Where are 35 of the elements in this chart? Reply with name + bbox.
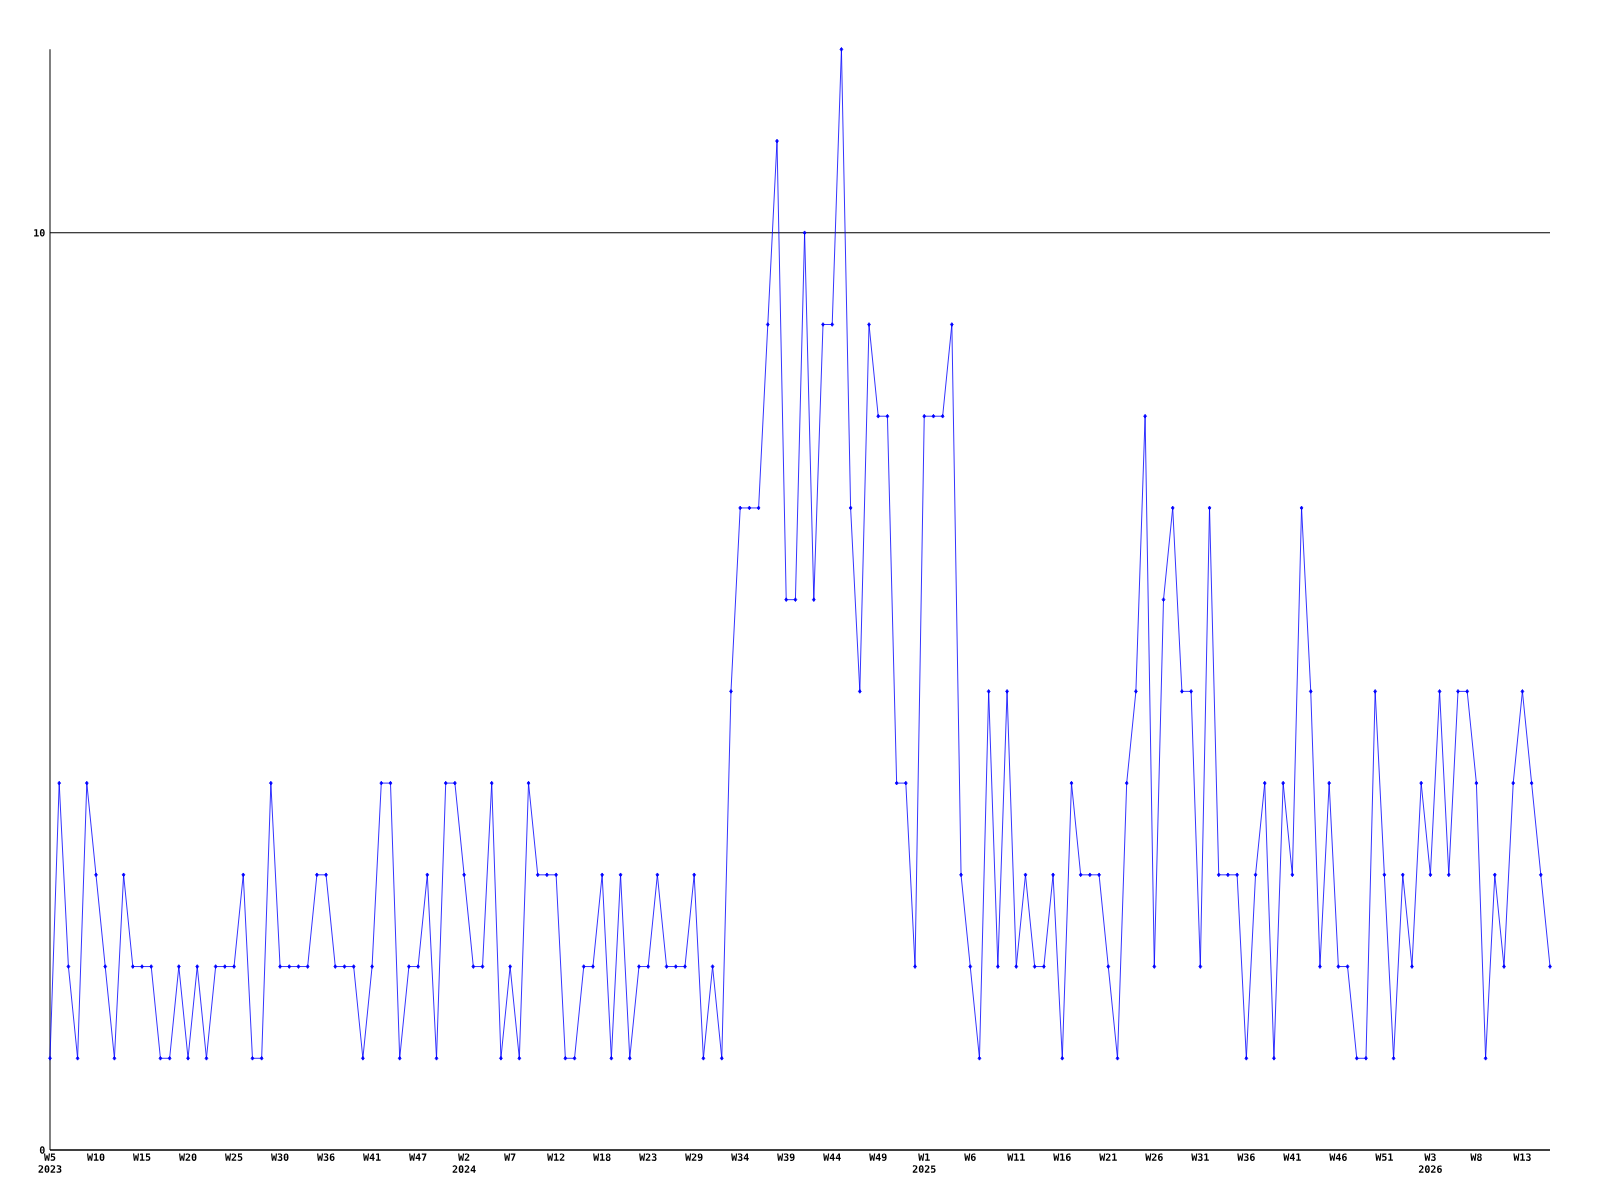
x-tick-label: W25	[225, 1153, 243, 1161]
y-tick-label: 10	[34, 228, 45, 237]
x-tick-label: W12	[547, 1153, 565, 1161]
x-tick-label: W34	[731, 1153, 749, 1161]
x-tick-label: W5 2023	[38, 1153, 62, 1173]
x-tick-label: W51	[1375, 1153, 1393, 1161]
x-tick-label: W31	[1191, 1153, 1209, 1161]
x-tick-label: W49	[869, 1153, 887, 1161]
x-tick-label: W13	[1513, 1153, 1531, 1161]
x-tick-label: W16	[1053, 1153, 1071, 1161]
x-tick-label: W2 2024	[452, 1153, 476, 1173]
x-tick-label: W3 2026	[1418, 1153, 1442, 1173]
y-tick-label: 0	[39, 1146, 45, 1154]
x-tick-label: W46	[1329, 1153, 1347, 1161]
x-tick-label: W1 2025	[912, 1153, 936, 1173]
x-tick-label: W36	[1237, 1153, 1255, 1161]
x-tick-label: W29	[685, 1153, 703, 1161]
x-tick-label: W8	[1470, 1153, 1482, 1161]
x-tick-label: W20	[179, 1153, 197, 1161]
x-tick-label: W6	[964, 1153, 976, 1161]
x-tick-label: W23	[639, 1153, 657, 1161]
x-tick-label: W36	[317, 1153, 335, 1161]
x-tick-label: W30	[271, 1153, 289, 1161]
x-tick-label: W41	[363, 1153, 381, 1161]
x-tick-label: W18	[593, 1153, 611, 1161]
x-tick-label: W15	[133, 1153, 151, 1161]
x-tick-label: W41	[1283, 1153, 1301, 1161]
x-tick-label: W47	[409, 1153, 427, 1161]
x-tick-label: W44	[823, 1153, 841, 1161]
x-tick-label: W26	[1145, 1153, 1163, 1161]
x-tick-label: W39	[777, 1153, 795, 1161]
x-tick-label: W7	[504, 1153, 516, 1161]
x-tick-label: W10	[86, 1153, 105, 1161]
x-tick-label: W11	[1007, 1153, 1025, 1161]
x-tick-label: W21	[1099, 1153, 1117, 1161]
